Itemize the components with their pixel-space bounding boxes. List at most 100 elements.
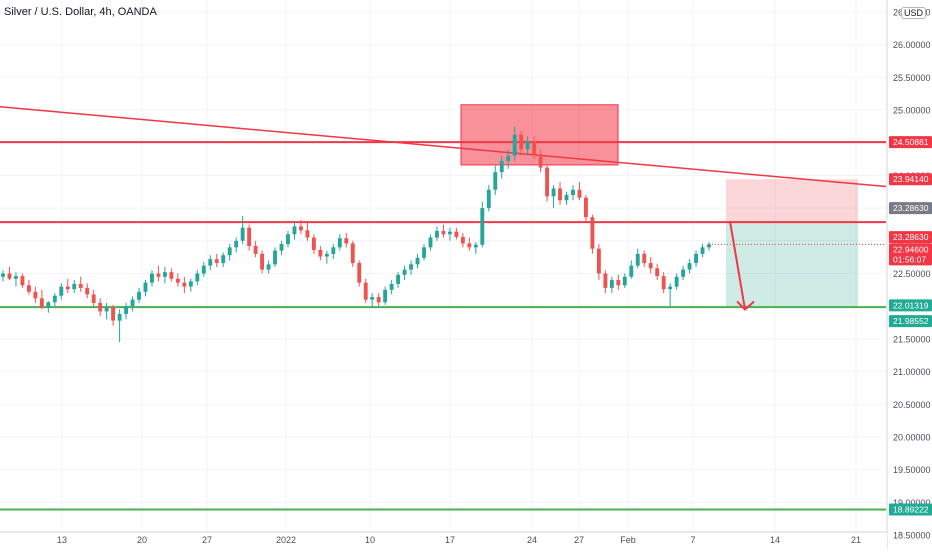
candle-body (635, 253, 640, 266)
projection-arrow (729, 221, 746, 310)
price-label-badge (889, 231, 932, 244)
chart-title: Silver / U.S. Dollar, 4h, OANDA (4, 6, 157, 18)
candle-body (305, 230, 310, 238)
candle-body (201, 265, 206, 274)
time-tick-label: 24 (527, 535, 537, 545)
candle-body (286, 234, 290, 245)
candle-body (182, 282, 187, 287)
candle-body (247, 227, 252, 247)
candle-body (415, 257, 420, 265)
candle-body (499, 161, 504, 173)
price-label-text: 23.28630 (893, 203, 929, 213)
candle-body (78, 283, 83, 288)
price-label-countdown: 01:56:07 (893, 254, 926, 264)
time-tick-label: 17 (445, 535, 455, 545)
candle-body (447, 231, 452, 235)
candle-body (525, 141, 530, 150)
candle-body (596, 248, 601, 274)
candle-body (389, 283, 394, 290)
currency-badge[interactable]: USD (901, 7, 927, 19)
candle-body (687, 263, 692, 270)
candle-body (344, 238, 349, 244)
candle-body (571, 189, 575, 196)
candle-body (260, 253, 265, 270)
candle-body (616, 280, 621, 286)
candle-body (577, 189, 582, 198)
candle-body (558, 188, 562, 201)
candle-body (130, 299, 135, 307)
candle-body (583, 197, 588, 218)
candle-body (273, 250, 277, 265)
candle-body (422, 247, 426, 258)
candle-body (26, 285, 31, 292)
candle-body (609, 280, 614, 288)
candle-body (143, 282, 148, 292)
candle-body (506, 155, 511, 162)
candle-body (603, 273, 608, 288)
price-tick-label: 20.00000 (893, 433, 931, 443)
projection-arrowhead (736, 300, 755, 311)
candle-body (454, 231, 459, 237)
price-label-text: 21.98552 (893, 316, 929, 326)
candle-body (175, 278, 180, 283)
candle-body (357, 263, 362, 283)
price-label-text: 22.01319 (893, 300, 929, 310)
candle-body (337, 238, 342, 248)
candle-body (253, 246, 258, 254)
candle-body (227, 247, 232, 256)
candle-body (266, 264, 271, 270)
candle-body (350, 243, 355, 264)
candle-body (195, 273, 200, 282)
price-label-text: 23.94140 (893, 174, 929, 184)
price-axis[interactable]: 28.0000027.5000027.0000026.5000026.00000… (886, 0, 932, 550)
candle-body (396, 274, 401, 284)
time-axis[interactable]: 13 20 27 2022 10 17 24 27 Feb 7 14 21 (0, 531, 887, 550)
candle-body (661, 276, 666, 290)
candle-body (707, 244, 711, 248)
candle-body (162, 272, 167, 277)
time-tick-label: 2022 (276, 535, 296, 545)
candle-body (59, 286, 64, 296)
position-target-zone (726, 222, 858, 308)
candle-body (512, 134, 517, 156)
price-tick-label: 19.00000 (893, 498, 931, 508)
candle-body (169, 272, 174, 279)
candle-body (318, 249, 323, 257)
time-tick-label: 13 (57, 535, 67, 545)
candles-layer (1, 126, 711, 343)
candle-body (292, 226, 297, 235)
candle-body (435, 230, 439, 238)
candle-body (111, 307, 116, 321)
time-tick-label: 10 (365, 535, 375, 545)
candle-body (376, 297, 381, 303)
time-tick-label: 14 (770, 535, 780, 545)
candle-body (52, 295, 57, 303)
candle-body (46, 302, 51, 308)
candle-body (234, 240, 239, 248)
candle-body (370, 297, 375, 300)
candle-body (648, 263, 653, 269)
candle-body (538, 154, 543, 168)
candle-body (480, 208, 485, 245)
candle-body (14, 276, 18, 279)
candle-body (564, 195, 569, 201)
candle-body (694, 253, 698, 264)
price-label-badge (889, 173, 932, 186)
candle-body (311, 237, 316, 250)
price-label-text: 24.50881 (893, 137, 929, 147)
candle-body (622, 276, 627, 286)
candle-body (467, 243, 472, 248)
candle-body (331, 247, 336, 254)
candle-body (486, 189, 491, 209)
candle-body (674, 276, 679, 287)
price-labels: 24.50881 23.94140 23.28630 23.28630 22.94600… (889, 136, 932, 516)
price-label-badge (889, 299, 932, 312)
candle-body (409, 264, 413, 270)
time-tick-label: 21 (851, 535, 861, 545)
candle-body (91, 294, 96, 303)
candle-body (402, 269, 407, 275)
candle-body (493, 172, 498, 190)
candle-body (473, 244, 478, 248)
